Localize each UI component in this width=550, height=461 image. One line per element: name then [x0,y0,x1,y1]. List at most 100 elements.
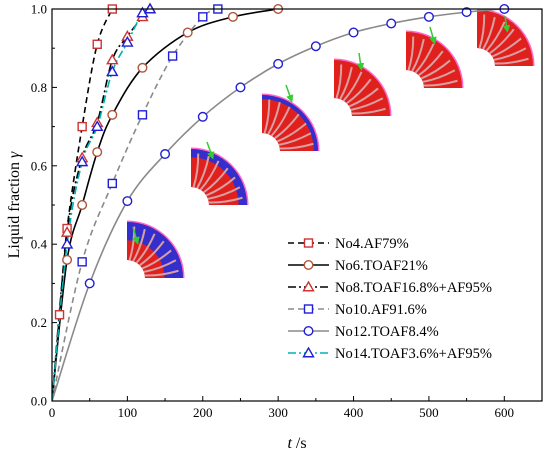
circle-marker [182,27,193,38]
melt-stage-1 [127,220,185,278]
inset-fin-channel [144,269,179,277]
circle-marker [235,82,246,93]
y-tick-label: 1.0 [31,2,47,17]
inset-fin-channel [339,66,353,100]
inset-fin-channel [279,142,314,150]
square-marker [92,39,102,49]
series-line-6 [52,9,151,401]
inset-fin-channel [478,14,486,49]
x-tick-label: 100 [118,405,138,420]
circle-marker [62,254,73,265]
circle-marker [107,109,118,120]
inset-fin-channel [263,99,271,134]
y-tick-label: 0.0 [31,394,47,409]
inset-fin-channel [351,107,386,115]
inset-fin-channel [418,50,444,77]
melt-stage-3 [262,93,320,151]
circle-marker [273,58,284,69]
triangle-marker [106,65,119,77]
inset-fin-channel [139,240,165,267]
y-axis: 0.0 0.2 0.4 0.6 0.8 1.0 [31,2,57,409]
melt-stage-2 [191,147,249,205]
inset-fin-channel [267,101,281,135]
inset-fin-channel [135,233,156,264]
markers-layer [54,2,510,320]
legend-entry-label: No6.TOAF21% [335,258,428,274]
square-marker [77,121,87,132]
circle-marker [227,11,238,22]
circle-marker [84,278,95,289]
inset-fin-channel [203,167,229,194]
inset-fin-channel [270,106,291,137]
inset-fin-channel [414,43,435,74]
square-marker [198,12,208,22]
series-line-5 [52,9,542,401]
inset-fin-channel [350,97,384,111]
inset-pointer-arrow [285,84,294,103]
circle-marker [461,7,472,18]
triangle-marker [60,237,74,249]
triangle-marker [302,346,315,358]
inset-fin-channel [143,259,177,273]
triangle-marker [302,280,315,292]
circle-marker [303,326,314,337]
inset-fin-channel [491,37,522,58]
melt-stage-4 [334,58,392,116]
x-tick-label: 0 [49,405,56,420]
square-marker [137,110,148,120]
circle-marker [423,11,434,22]
inset-fin-channel [276,122,307,143]
triangle-marker [143,2,157,14]
triangle-marker [60,226,74,237]
inset-fin-channel [407,36,415,71]
legend-entry-label: No10.AF91.6% [335,302,427,318]
circle-marker [77,199,88,210]
circle-marker [137,62,148,73]
x-tick-label: 600 [495,405,515,420]
x-tick-label: 200 [193,405,213,420]
triangle-marker [91,120,104,132]
inset-fin-channel [348,87,379,108]
x-axis-title: t /s [287,435,306,452]
inset-fin-channel [489,28,515,55]
inset-pointer-arrow [429,26,437,45]
inset-pointer-arrow [356,52,365,71]
square-marker [167,51,178,61]
inset-fin-channel [420,59,451,80]
inset-fin-channel [278,132,312,146]
y-tick-label: 0.2 [31,315,47,330]
inset-fin-channel [342,71,363,102]
inset-pointer-arrow [206,141,215,160]
triangle-marker [106,53,119,65]
triangle-marker [121,35,134,47]
square-marker [107,178,118,189]
inset-fin-channel [493,47,527,61]
inset-fin-channel [207,186,241,200]
melt-stage-6 [477,8,535,66]
inset-liquid-region [191,149,247,205]
square-marker [54,310,65,320]
inset-fin-channel [423,79,458,87]
melting-insets [127,8,535,278]
circle-marker [92,147,103,158]
circle-marker [310,41,321,52]
y-tick-label: 0.8 [31,80,47,95]
circle-marker [386,18,397,29]
x-tick-label: 400 [344,405,364,420]
y-axis-title: Liquid fraction γ [6,151,23,258]
y-tick-label: 0.4 [31,237,48,252]
inset-fin-channel [199,160,220,191]
circle-marker [122,196,133,207]
circle-marker [303,260,314,271]
square-marker [77,257,87,267]
inset-fin-channel [346,78,372,105]
inset-fin-channel [208,196,243,204]
x-axis-title-unit: /s [296,435,307,452]
x-tick-label: 500 [419,405,439,420]
inset-fin-channel [274,113,300,140]
inset-fin-channel [192,153,200,188]
legend-entry-label: No12.TOAF8.4% [335,324,439,340]
inset-fin-channel [422,69,456,83]
y-axis-title-name: Liquid fraction [6,162,23,258]
